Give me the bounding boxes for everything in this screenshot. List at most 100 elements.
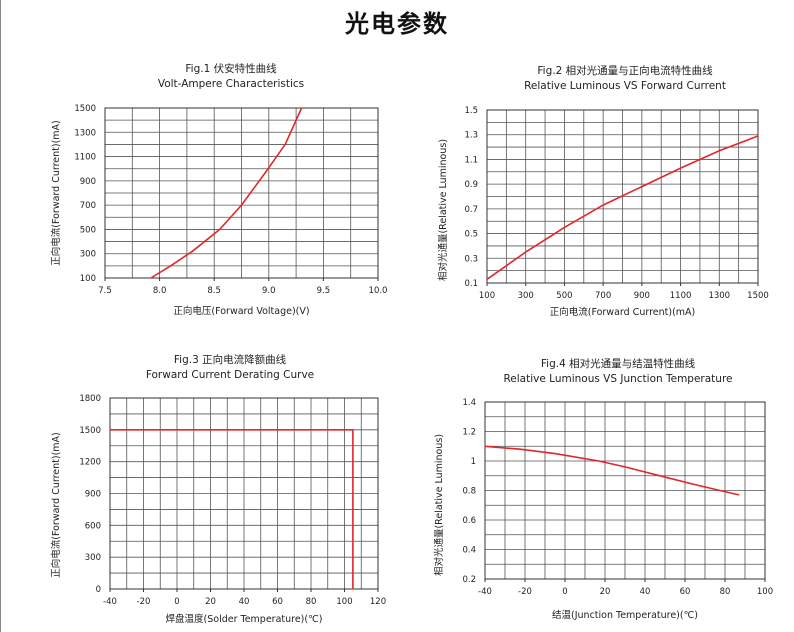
x-tick-label: 300 — [518, 291, 534, 301]
chart-1: Fig.1 伏安特性曲线 Volt-Ampere Characteristics 7… — [50, 62, 387, 317]
x-tick-label: 20 — [205, 597, 216, 607]
y-tick-label: 0.7 — [464, 205, 478, 215]
data-point — [554, 453, 556, 455]
x-axis-label: 结温(Junction Temperature)(℃) — [552, 609, 698, 621]
data-point — [525, 251, 527, 253]
x-tick-label: -40 — [478, 587, 492, 597]
data-point — [352, 429, 354, 431]
y-axis-label: 相对光通量(Relative Luminous) — [437, 139, 449, 281]
y-tick-label: 0.9 — [464, 180, 478, 190]
x-tick-label: 0 — [174, 597, 179, 607]
x-tick-label: 1100 — [670, 291, 692, 301]
y-tick-label: 0.2 — [462, 575, 476, 585]
data-point — [264, 171, 267, 173]
y-tick-label: 0.6 — [462, 516, 476, 526]
y-tick-label: 1.3 — [464, 131, 478, 141]
y-axis-label: 正向电流(Forward Current)(mA) — [50, 120, 62, 265]
y-tick-label: 1500 — [74, 104, 96, 114]
chart-3: Fig.3 正向电流降额曲线 Forward Current Derating C… — [50, 353, 386, 625]
y-tick-label: 500 — [80, 225, 96, 235]
y-tick-label: 900 — [85, 490, 101, 500]
data-point — [352, 588, 354, 590]
y-tick-label: 1800 — [79, 394, 101, 404]
data-point — [598, 460, 600, 462]
plot-frame — [486, 109, 759, 284]
data-point — [757, 135, 759, 137]
chart-title: Fig.1 伏安特性曲线 — [185, 62, 277, 75]
y-tick-label: 0.3 — [464, 254, 478, 264]
y-tick-label: 1.5 — [464, 106, 478, 116]
y-tick-label: 0 — [96, 585, 101, 595]
data-point — [694, 484, 696, 486]
data-point — [659, 475, 661, 477]
x-tick-label: -20 — [518, 587, 532, 597]
data-point — [641, 186, 643, 188]
y-tick-label: 1300 — [74, 128, 96, 138]
chart-subtitle: Forward Current Derating Curve — [146, 369, 314, 381]
data-point — [240, 204, 243, 206]
x-tick-label: 60 — [272, 597, 283, 607]
y-tick-label: 0.8 — [462, 487, 476, 497]
y-tick-label: 1.1 — [464, 155, 478, 165]
x-tick-label: 10.0 — [369, 286, 388, 296]
x-axis-label: 正向电压(Forward Voltage)(V) — [173, 305, 309, 317]
y-tick-label: 1.2 — [462, 428, 476, 438]
data-point — [738, 494, 740, 496]
x-tick-label: 1500 — [747, 291, 769, 301]
chart-4: Fig.4 相对光通量与结温特性曲线 Relative Luminous VS J… — [433, 357, 773, 621]
data-point — [602, 204, 604, 206]
x-tick-label: 700 — [595, 291, 611, 301]
data-point — [150, 277, 152, 279]
x-tick-label: 9.0 — [262, 286, 276, 296]
x-tick-label: 0 — [562, 587, 567, 597]
x-tick-label: 80 — [306, 597, 317, 607]
data-point — [484, 445, 486, 447]
y-axis-label: 相对光通量(Relative Luminous) — [433, 434, 445, 576]
y-tick-label: 600 — [85, 521, 101, 531]
data-point — [219, 228, 221, 231]
x-tick-label: 1300 — [708, 291, 730, 301]
data-point — [486, 278, 488, 280]
chart-subtitle: Relative Luminous VS Junction Temperatur… — [503, 373, 732, 385]
x-tick-label: 60 — [680, 587, 691, 597]
data-point — [169, 265, 172, 267]
x-tick-label: 20 — [600, 587, 611, 597]
series-line — [150, 107, 303, 279]
x-tick-label: -20 — [137, 597, 151, 607]
y-tick-label: 1500 — [79, 426, 101, 436]
y-tick-label: 900 — [80, 177, 96, 187]
y-axis-label: 正向电流(Forward Current)(mA) — [50, 432, 62, 577]
data-point — [624, 466, 626, 468]
x-tick-label: 40 — [239, 597, 250, 607]
x-tick-label: 8.0 — [153, 286, 167, 296]
data-point — [718, 150, 720, 152]
y-tick-label: 300 — [80, 250, 96, 260]
chart-title: Fig.3 正向电流降额曲线 — [174, 353, 287, 366]
x-tick-label: -40 — [103, 597, 117, 607]
x-tick-label: 100 — [757, 587, 773, 597]
x-axis-label: 正向电流(Forward Current)(mA) — [550, 306, 695, 318]
y-tick-label: 100 — [80, 274, 96, 284]
chart-title: Fig.2 相对光通量与正向电流特性曲线 — [537, 64, 713, 77]
y-tick-label: 0.1 — [464, 279, 478, 289]
series-line — [484, 445, 739, 496]
x-tick-label: 8.5 — [207, 286, 221, 296]
x-tick-label: 900 — [634, 291, 650, 301]
y-tick-label: 300 — [85, 553, 101, 563]
plot-frame — [484, 401, 766, 580]
x-tick-label: 500 — [556, 291, 572, 301]
chart-grid — [104, 107, 379, 279]
data-point — [284, 143, 286, 146]
x-tick-label: 80 — [720, 587, 731, 597]
x-tick-label: 9.5 — [317, 286, 331, 296]
data-point — [191, 250, 193, 252]
y-tick-label: 0.4 — [462, 546, 476, 556]
chart-title: Fig.4 相对光通量与结温特性曲线 — [541, 357, 696, 370]
data-point — [679, 167, 682, 169]
plot-frame — [104, 107, 379, 279]
y-tick-label: 1200 — [79, 458, 101, 468]
page-title: 光电参数 — [345, 10, 449, 38]
x-tick-label: 120 — [370, 597, 386, 607]
x-tick-label: 100 — [336, 597, 352, 607]
